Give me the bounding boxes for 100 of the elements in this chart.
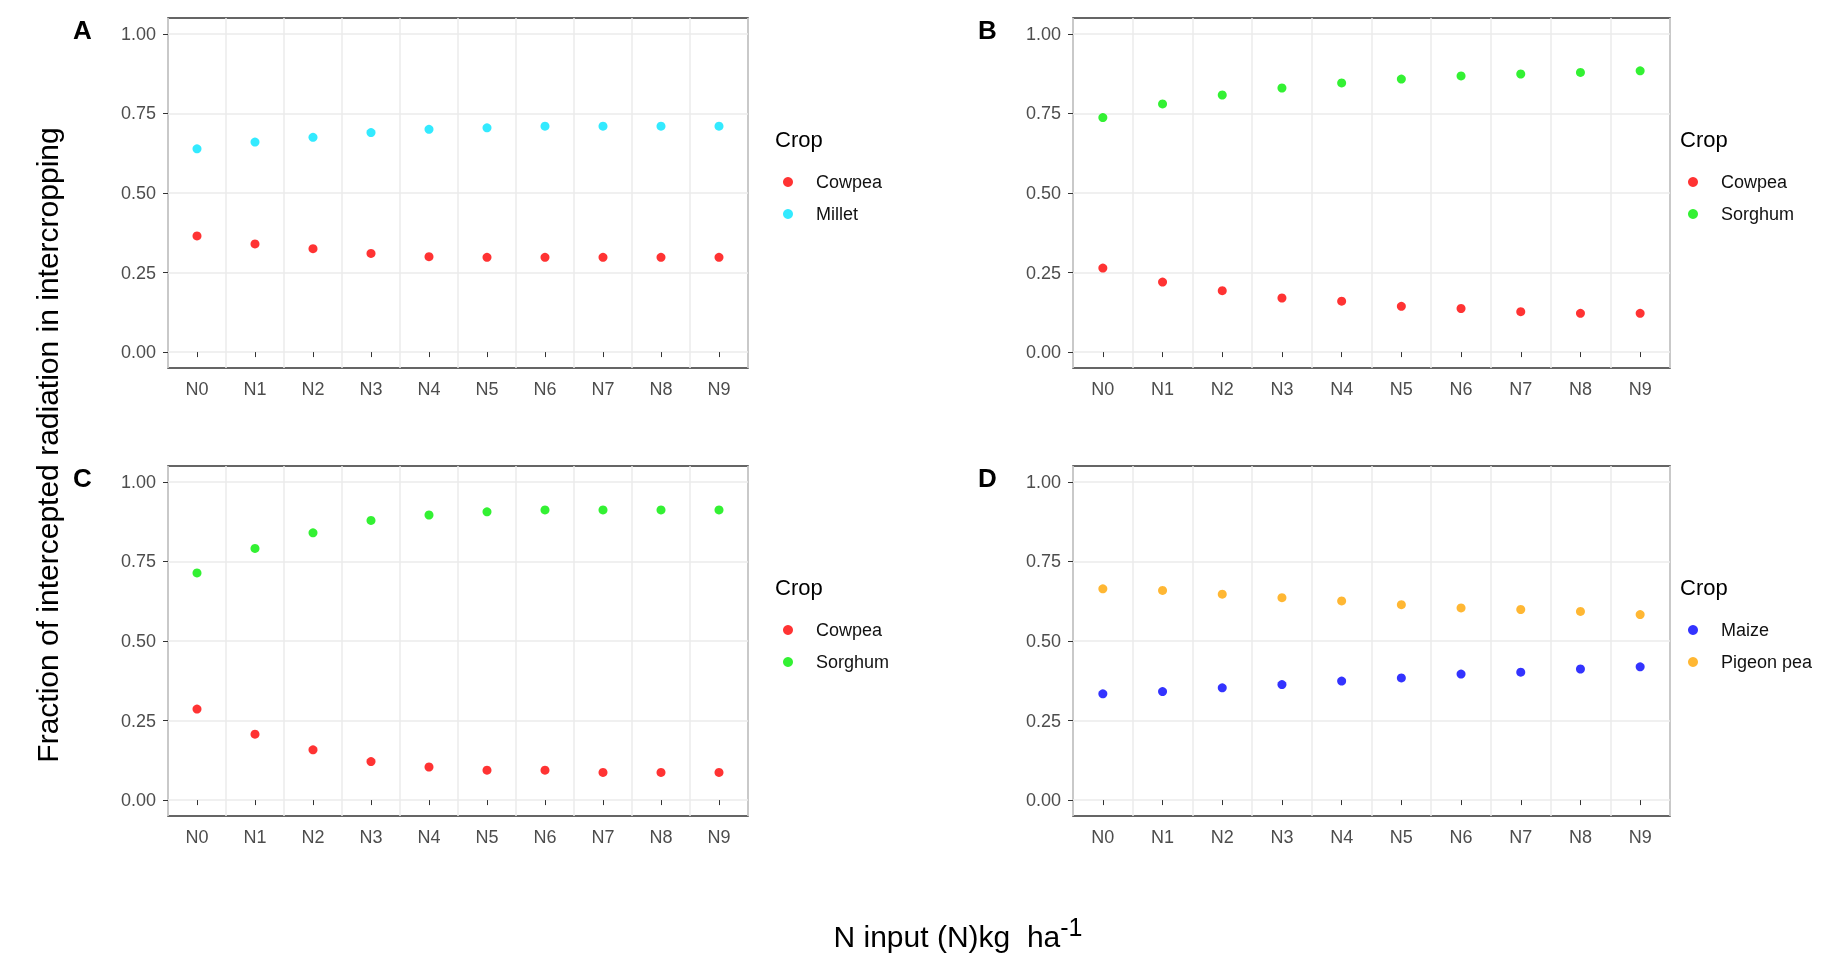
x-tick-label: N0: [1091, 379, 1115, 399]
point: [1516, 307, 1526, 317]
x-tick-label: N4: [1330, 379, 1354, 399]
legend-title: Crop: [1680, 126, 1728, 152]
point: [482, 765, 492, 775]
y-tick-label: 0.00: [1025, 790, 1061, 811]
y-tick-label: 0.00: [120, 790, 156, 811]
chart-title: A: [73, 15, 92, 45]
x-tick-label: N2: [1210, 827, 1234, 847]
point: [714, 252, 724, 262]
y-tick-label: 1.00: [1025, 23, 1061, 44]
point: [1396, 600, 1406, 610]
legend-title: Crop: [775, 574, 823, 600]
point: [1635, 610, 1645, 620]
point: [308, 528, 318, 538]
legend-label: Cowpea: [816, 620, 884, 640]
point: [424, 510, 434, 520]
point: [714, 505, 724, 515]
point: [1277, 293, 1287, 303]
x-tick-label: N3: [1270, 379, 1294, 399]
point: [250, 239, 260, 249]
point: [1635, 66, 1645, 76]
point: [192, 704, 202, 714]
point: [1158, 687, 1168, 697]
point: [1277, 83, 1287, 93]
point: [308, 132, 318, 142]
point: [540, 505, 550, 515]
x-tick-label: N5: [1389, 379, 1413, 399]
y-tick-label: 0.50: [1025, 183, 1061, 203]
point: [714, 767, 724, 777]
point: [308, 745, 318, 755]
legend-title: Crop: [1680, 574, 1728, 600]
point: [1575, 67, 1585, 77]
y-tick-label: 0.50: [1025, 631, 1061, 651]
y-tick-label: 0.00: [120, 342, 156, 363]
y-tick-label: 0.50: [120, 183, 156, 203]
x-tick-label: N9: [707, 827, 731, 847]
point: [366, 128, 376, 138]
point: [308, 244, 318, 254]
point: [1337, 78, 1347, 88]
point: [1337, 596, 1347, 606]
x-tick-label: N1: [243, 827, 267, 847]
point: [1217, 589, 1227, 599]
x-tick-label: N5: [475, 827, 499, 847]
x-tick-label: N1: [243, 379, 267, 399]
point: [540, 765, 550, 775]
point: [250, 543, 260, 553]
point: [1098, 584, 1108, 594]
x-tick-label: N4: [417, 827, 441, 847]
point: [250, 137, 260, 147]
point: [1396, 74, 1406, 84]
x-axis-title: N input (N)kg ha$^{-1}$: [832, 913, 1084, 954]
point: [250, 729, 260, 739]
x-tick-label: N8: [649, 827, 673, 847]
point: [598, 767, 608, 777]
x-tick-label: N4: [417, 379, 441, 399]
x-tick-label: N7: [1509, 379, 1533, 399]
x-tick-label: N6: [533, 827, 557, 847]
y-axis-title: Fraction of intercepted radiation in intercropping: [31, 126, 65, 765]
point: [366, 757, 376, 767]
x-tick-label: N8: [1568, 827, 1592, 847]
legend-label: Pigeon pea: [1721, 652, 1814, 672]
point: [1396, 673, 1406, 683]
point: [1456, 71, 1466, 81]
point: [656, 252, 666, 262]
x-tick-label: N0: [185, 827, 209, 847]
point: [366, 515, 376, 525]
point: [1158, 585, 1168, 595]
point: [1098, 113, 1108, 123]
x-tick-label: N7: [591, 379, 615, 399]
x-tick-label: N2: [301, 827, 325, 847]
y-tick-label: 0.75: [1025, 103, 1061, 124]
y-tick-label: 0.25: [1025, 262, 1061, 283]
point: [1635, 308, 1645, 318]
y-tick-label: 0.75: [120, 551, 156, 572]
x-tick-label: N9: [1628, 827, 1652, 847]
point: [1516, 69, 1526, 79]
y-tick-label: 0.75: [120, 103, 156, 124]
y-tick-label: 0.25: [1025, 710, 1061, 731]
point: [1575, 606, 1585, 616]
x-tick-label: N2: [301, 379, 325, 399]
point: [598, 505, 608, 515]
point: [1158, 277, 1168, 287]
y-tick-label: 0.50: [120, 631, 156, 651]
point: [424, 124, 434, 134]
x-tick-label: N6: [533, 379, 557, 399]
point: [656, 505, 666, 515]
point: [1337, 296, 1347, 306]
y-tick-label: 1.00: [120, 23, 156, 44]
x-tick-label: N4: [1330, 827, 1354, 847]
x-tick-label: N2: [1210, 379, 1234, 399]
point: [482, 123, 492, 133]
x-tick-label: N3: [359, 379, 383, 399]
point: [1217, 90, 1227, 100]
x-tick-label: N6: [1449, 379, 1473, 399]
y-tick-label: 0.00: [1025, 342, 1061, 363]
chart-title: B: [978, 15, 997, 45]
x-tick-label: N1: [1151, 827, 1175, 847]
x-tick-label: N3: [359, 827, 383, 847]
point: [1098, 689, 1108, 699]
